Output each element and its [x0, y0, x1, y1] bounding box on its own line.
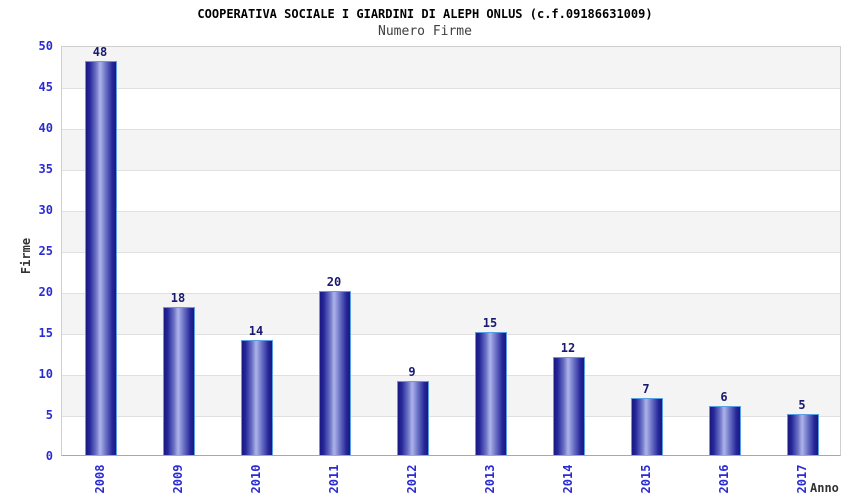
y-tick-label: 20 [38, 285, 53, 299]
bar-value-label: 48 [92, 45, 108, 60]
x-tick-label: 2012 [405, 464, 419, 494]
background-band [62, 47, 840, 88]
bar-value-label: 12 [560, 340, 576, 355]
x-tick-label: 2016 [717, 464, 731, 494]
gridline [62, 170, 840, 171]
bar-value-label: 14 [248, 324, 264, 339]
gridline [62, 416, 840, 417]
y-tick-label: 0 [45, 449, 53, 463]
y-tick-label: 5 [45, 408, 53, 422]
y-tick-label: 35 [38, 162, 53, 176]
bar-2012 [397, 381, 429, 455]
bar-value-label: 7 [642, 381, 650, 396]
bar-2008 [85, 61, 117, 455]
x-tick-label: 2015 [639, 464, 653, 494]
x-tick-label: 2009 [171, 464, 185, 494]
y-tick-label: 30 [38, 203, 53, 217]
bar-2016 [709, 405, 741, 455]
y-tick-label: 40 [38, 121, 53, 135]
gridline [62, 375, 840, 376]
gridline [62, 88, 840, 89]
x-tick-label: 2017 [795, 464, 809, 494]
x-tick-label: 2008 [93, 464, 107, 494]
bar-2010 [241, 340, 273, 455]
background-band [62, 211, 840, 252]
gridline [62, 334, 840, 335]
bar-2017 [787, 414, 819, 455]
bar-value-label: 18 [170, 291, 186, 306]
chart-subtitle: Numero Firme [378, 24, 472, 39]
x-tick-label: 2014 [561, 464, 575, 494]
x-axis-title: Anno [810, 481, 839, 495]
bar-2011 [319, 291, 351, 455]
bar-value-label: 6 [720, 389, 728, 404]
background-band [62, 129, 840, 170]
gridline [62, 211, 840, 212]
y-tick-label: 50 [38, 39, 53, 53]
bar-2009 [163, 307, 195, 455]
chart-title: COOPERATIVA SOCIALE I GIARDINI DI ALEPH … [197, 7, 653, 21]
y-axis-title: Firme [19, 237, 33, 275]
bar-2015 [631, 397, 663, 455]
x-tick-label: 2011 [327, 464, 341, 494]
y-tick-label: 10 [38, 367, 53, 381]
y-tick-label: 45 [38, 80, 53, 94]
x-tick-label: 2010 [249, 464, 263, 494]
bar-2013 [475, 332, 507, 455]
bar-value-label: 20 [326, 275, 342, 289]
bar-2014 [553, 356, 585, 455]
y-tick-label: 25 [38, 244, 53, 258]
bar-value-label: 15 [482, 316, 498, 330]
plot-area [61, 46, 841, 456]
gridline [62, 293, 840, 294]
bar-value-label: 9 [408, 365, 416, 380]
gridline [62, 252, 840, 253]
gridline [62, 129, 840, 130]
y-tick-label: 15 [38, 326, 53, 340]
bar-value-label: 5 [798, 398, 806, 412]
x-tick-label: 2013 [483, 464, 497, 494]
